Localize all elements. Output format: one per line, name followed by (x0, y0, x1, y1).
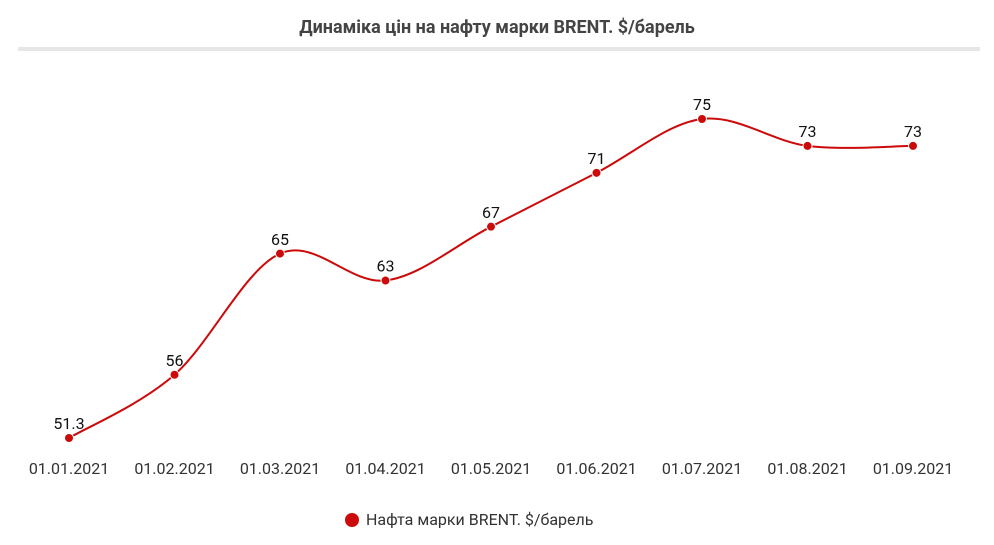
line (68, 117, 914, 439)
x-tick-label: 01.07.2021 (662, 459, 742, 478)
title-divider (18, 47, 980, 51)
value-label: 73 (799, 122, 817, 141)
x-tick-label: 01.02.2021 (134, 459, 214, 478)
value-label: 63 (377, 257, 395, 276)
value-label: 51.3 (53, 414, 84, 433)
point (380, 275, 391, 286)
x-tick-label: 01.05.2021 (451, 459, 531, 478)
point (64, 433, 74, 443)
point (591, 167, 602, 178)
value-label: 71 (588, 149, 606, 168)
chart-title: Динаміка цін на нафту марки BRENT. $/бар… (299, 17, 695, 38)
x-tick-label: 01.06.2021 (556, 459, 636, 478)
value-label: 65 (271, 230, 289, 249)
point (486, 221, 496, 232)
value-label: 56 (166, 351, 184, 370)
x-tick-label: 01.01.2021 (29, 459, 109, 478)
point (697, 114, 707, 124)
value-label: 75 (693, 95, 711, 114)
value-label: 67 (482, 203, 500, 222)
x-tick-label: 01.04.2021 (345, 459, 425, 478)
x-tick-label: 01.03.2021 (240, 459, 320, 478)
point (169, 369, 180, 380)
legend-label: Нафта марки BRENT. $/барель (366, 510, 593, 529)
point (802, 140, 813, 151)
x-tick-label: 01.08.2021 (767, 459, 847, 478)
point (908, 140, 918, 151)
point (275, 248, 285, 259)
value-label: 73 (904, 122, 922, 141)
legend-marker (345, 513, 359, 527)
x-tick-label: 01.09.2021 (873, 459, 953, 478)
